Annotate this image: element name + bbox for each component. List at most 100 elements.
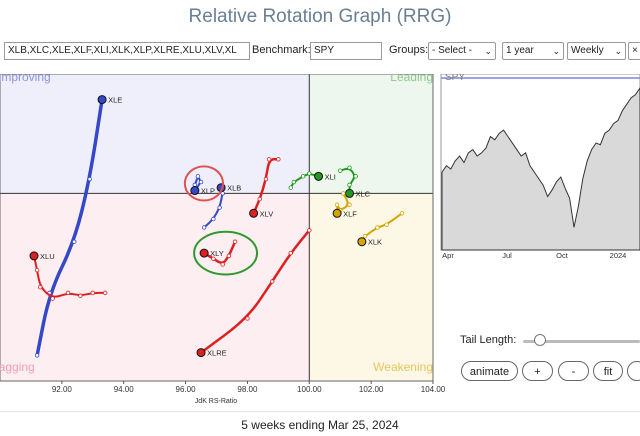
tail-point: [257, 196, 262, 202]
tail-point: [347, 182, 352, 188]
tail-point: [198, 179, 204, 185]
symbol-label: XLU: [40, 252, 55, 261]
tail-xli[interactable]: XLI: [288, 171, 336, 190]
tail-point: [195, 174, 201, 179]
tail-point: [87, 176, 92, 182]
head-marker[interactable]: [332, 208, 342, 218]
tail-xly[interactable]: XLY: [199, 239, 238, 267]
x-tick-label: 100.00: [297, 385, 322, 394]
x-axis-label: JdK RS-Ratio: [195, 398, 238, 405]
symbol-label: XLRE: [207, 349, 227, 358]
symbol-label: XLP: [201, 187, 215, 196]
head-marker[interactable]: [314, 171, 324, 181]
tail-point: [211, 256, 216, 261]
tail-xlp[interactable]: XLP: [190, 174, 215, 196]
rrg-main-chart: Improving Leading Lagging Weakening 92.0…: [0, 74, 446, 405]
tail-length-slider[interactable]: [523, 340, 640, 343]
tail-point: [353, 174, 358, 179]
fit-button[interactable]: fit: [593, 361, 623, 381]
head-marker[interactable]: [249, 208, 259, 218]
tail-point: [232, 239, 238, 244]
zoom-in-button[interactable]: +: [522, 361, 553, 381]
date-range-caption: 5 weeks ending Mar 25, 2024: [241, 418, 399, 432]
tail-line: [252, 158, 280, 215]
tail-point: [288, 250, 293, 256]
head-marker[interactable]: [97, 95, 107, 105]
tail-point: [347, 202, 352, 207]
tail-point: [276, 157, 281, 162]
head-marker[interactable]: [357, 237, 367, 247]
symbols-input[interactable]: XLB,XLC,XLE,XLF,XLI,XLK,XLP,XLRE,XLU,XLV…: [4, 42, 250, 60]
spy-chart-title: SPY: [445, 74, 465, 83]
tail-point: [217, 205, 222, 210]
highlight-circles: [183, 165, 259, 276]
tail-point: [201, 225, 207, 230]
leading-label: Leading: [390, 74, 433, 84]
tail-line: [360, 212, 404, 243]
tail-point: [34, 353, 40, 358]
lagging-quadrant: [0, 193, 310, 381]
tail-xlf[interactable]: XLF: [332, 191, 357, 219]
tail-point: [347, 165, 352, 171]
symbol-label: XLB: [227, 184, 241, 193]
tail-point: [34, 267, 40, 273]
symbol-label: XLY: [210, 249, 224, 258]
lagging-label: Lagging: [0, 360, 35, 374]
symbol-label: XLF: [343, 209, 357, 218]
x-tick-label: 104.00: [421, 385, 446, 394]
leading-quadrant: [309, 74, 433, 194]
interval-select[interactable]: Weekly ⌄: [567, 42, 626, 60]
head-marker[interactable]: [190, 186, 200, 196]
x-axis-ticks: 92.00 94.00 96.00 98.00 100.00 102.00 104.00: [52, 381, 446, 394]
tail-point: [291, 179, 297, 185]
tail-point: [334, 202, 340, 207]
symbol-label: XLK: [368, 238, 382, 247]
footer-divider: [0, 411, 640, 412]
groups-select[interactable]: - Select - ⌄: [428, 42, 496, 60]
animate-button[interactable]: animate: [461, 361, 518, 381]
tail-xlk[interactable]: XLK: [357, 211, 405, 247]
weakening-label: Weakening: [373, 360, 433, 374]
tail-xlre[interactable]: XLRE: [196, 228, 312, 358]
tail-point: [102, 290, 108, 296]
tail-point: [226, 253, 232, 259]
zoom-out-button[interactable]: -: [558, 361, 589, 381]
spy-x-tick-label: Jul: [502, 251, 512, 260]
extra-button[interactable]: ×: [628, 42, 640, 60]
head-marker[interactable]: [344, 188, 354, 198]
tail-point: [211, 216, 216, 222]
symbol-label: XLC: [355, 189, 370, 198]
tail-point: [65, 290, 71, 296]
tail-point: [263, 176, 269, 182]
tail-point: [50, 296, 55, 301]
chevron-down-icon: ⌄: [614, 46, 622, 56]
head-marker[interactable]: [196, 348, 206, 358]
tail-point: [269, 279, 275, 284]
tail-point: [341, 191, 346, 196]
tail-length-slider-handle[interactable]: [533, 334, 546, 346]
tail-xlc[interactable]: XLC: [338, 165, 371, 198]
tail-xlv[interactable]: XLV: [249, 157, 281, 218]
benchmark-input[interactable]: SPY: [310, 42, 382, 60]
chevron-down-icon: ⌄: [552, 46, 560, 56]
tail-line: [203, 186, 224, 229]
tail-point: [384, 222, 389, 227]
spy-price-area: [441, 87, 640, 251]
tail-point: [338, 168, 343, 173]
tail-point: [307, 228, 312, 233]
head-marker[interactable]: [29, 251, 39, 261]
tail-point: [266, 157, 272, 162]
more-button[interactable]: [627, 361, 640, 381]
page-title: Relative Rotation Graph (RRG): [188, 6, 452, 27]
improving-quadrant: [0, 74, 310, 194]
head-marker[interactable]: [199, 248, 209, 258]
period-select[interactable]: 1 year ⌄: [502, 42, 564, 60]
tail-point: [90, 290, 95, 296]
spy-x-tick-label: 2024: [610, 251, 627, 260]
tail-xle[interactable]: XLE: [34, 95, 122, 358]
toolbar: XLB,XLC,XLE,XLF,XLI,XLK,XLP,XLRE,XLU,XLV…: [0, 42, 640, 62]
plot-border: [0, 74, 434, 382]
tail-point: [288, 185, 293, 190]
tail-xlu[interactable]: XLU: [29, 251, 108, 301]
x-tick-label: 94.00: [114, 385, 135, 394]
